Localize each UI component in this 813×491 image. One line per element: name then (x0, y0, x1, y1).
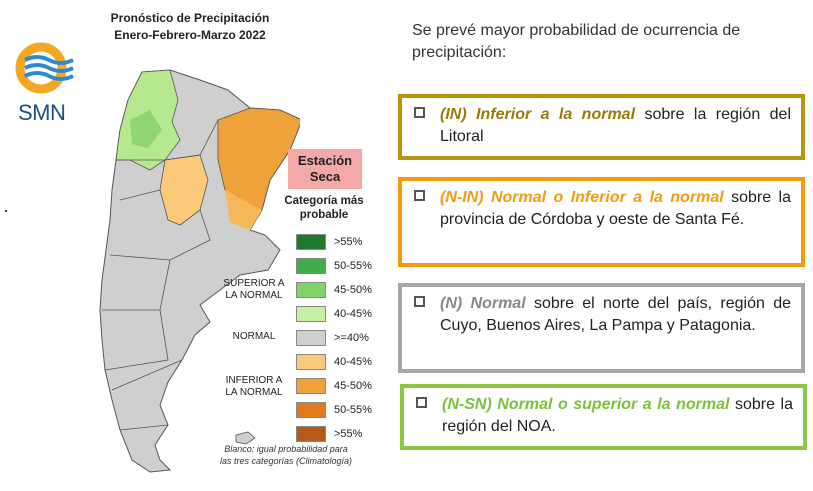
checkbox-bullet-icon (414, 190, 425, 201)
legend-swatch (296, 354, 326, 370)
forecast-category: (N-IN) Normal o Inferior a la normal (440, 189, 724, 206)
legend-title-line1: Categoría más (284, 195, 364, 207)
forecast-box-text: (N-IN) Normal o Inferior a la normal sob… (440, 187, 791, 231)
legend-label: 40-45% (334, 308, 372, 320)
logo-text: SMN (18, 100, 66, 125)
season-label-line2: Seca (309, 169, 341, 184)
group-label-inferior-line1: INFERIOR A (225, 375, 283, 386)
stray-dot (5, 210, 7, 212)
season-label: Estación Seca (288, 149, 362, 189)
forecast-box-text: (N-SN) Normal o superior a la normal sob… (442, 394, 793, 438)
legend-swatch (296, 234, 326, 250)
legend-label: 45-50% (334, 284, 372, 296)
legend-label: 50-55% (334, 404, 372, 416)
legend-swatch (296, 378, 326, 394)
climatology-note-line2: las tres categorías (Climatología) (219, 456, 353, 466)
forecast-box-cordoba: (N-IN) Normal o Inferior a la normal sob… (398, 177, 805, 267)
intro-text: Se prevé mayor probabilidad de ocurrenci… (412, 22, 741, 61)
legend-swatch (296, 402, 326, 418)
forecast-region: sobre la provincia de Córdoba y oeste de… (440, 189, 791, 228)
legend-label: 45-50% (334, 380, 372, 392)
legend-swatch (296, 330, 326, 346)
legend-swatch (296, 282, 326, 298)
map-title-line2: Enero-Febrero-Marzo 2022 (114, 28, 266, 42)
map-title-line1: Pronóstico de Precipitación (110, 11, 270, 25)
climatology-note: Blanco: igual probabilidad para las tres… (196, 443, 376, 467)
forecast-box-normal: (N) Normal sobre el norte del país, regi… (398, 283, 805, 373)
forecast-box-noa: (N-SN) Normal o superior a la normal sob… (400, 384, 807, 450)
group-label-superior-line2: LA NORMAL (225, 290, 283, 301)
legend-swatch (296, 426, 326, 442)
legend-label: 50-55% (334, 260, 372, 272)
legend-swatch (296, 306, 326, 322)
climatology-note-line1: Blanco: igual probabilidad para (224, 444, 348, 454)
forecast-region: sobre la región del Litoral (440, 106, 791, 145)
forecast-category: (IN) Inferior a la normal (440, 106, 636, 123)
forecast-box-text: (N) Normal sobre el norte del país, regi… (440, 293, 791, 337)
forecast-box-litoral: (IN) Inferior a la normal sobre la regió… (398, 94, 805, 160)
argentina-map (99, 69, 300, 473)
forecast-region: sobre la región del NOA. (442, 396, 793, 435)
checkbox-bullet-icon (414, 107, 425, 118)
forecast-category: (N) Normal (440, 295, 526, 312)
group-label-inferior-line2: LA NORMAL (225, 387, 283, 398)
legend-title-line2: probable (299, 209, 349, 221)
legend-title: Categoría más probable (276, 194, 372, 222)
group-label-normal: NORMAL (232, 331, 276, 342)
legend-label: >55% (334, 428, 363, 440)
legend-swatch (296, 258, 326, 274)
group-label-superior-line1: SUPERIOR A (223, 278, 285, 289)
map-title: Pronóstico de Precipitación Enero-Febrer… (80, 10, 300, 44)
forecast-box-text: (IN) Inferior a la normal sobre la regió… (440, 104, 791, 148)
season-label-line1: Estación (297, 153, 353, 168)
legend-label: >=40% (334, 332, 369, 344)
checkbox-bullet-icon (414, 296, 425, 307)
legend-label: 40-45% (334, 356, 372, 368)
forecast-category: (N-SN) Normal o superior a la normal (442, 396, 730, 413)
smn-logo-icon (15, 42, 74, 94)
checkbox-bullet-icon (416, 397, 427, 408)
legend-label: >55% (334, 236, 363, 248)
group-label-superior: SUPERIOR A LA NORMAL (218, 278, 290, 302)
forecast-region: sobre el norte del país, región de Cuyo,… (440, 295, 792, 334)
group-label-inferior: INFERIOR A LA NORMAL (218, 375, 290, 399)
